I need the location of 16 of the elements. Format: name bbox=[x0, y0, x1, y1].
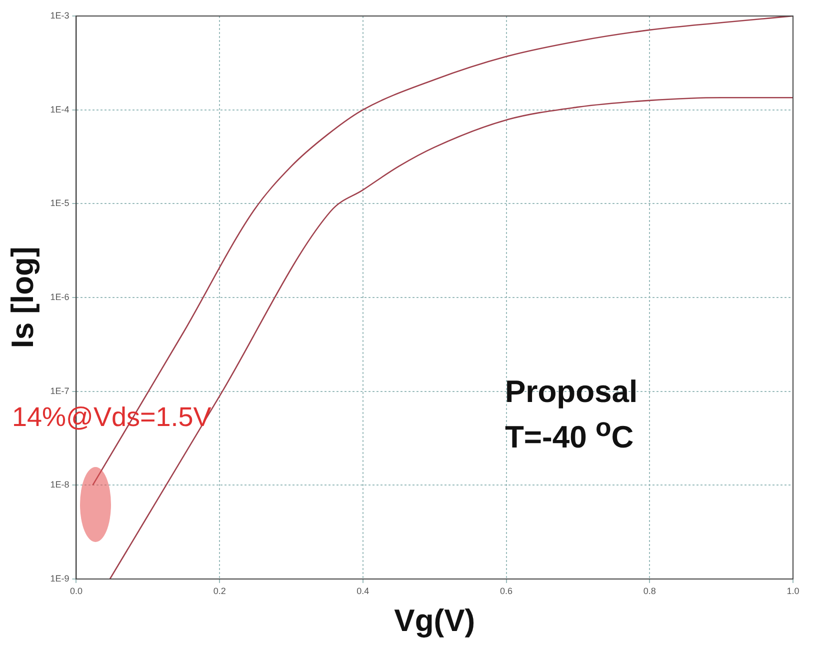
y-tick-label: 1E-4 bbox=[50, 104, 70, 114]
y-tick-label: 1E-3 bbox=[50, 10, 70, 20]
y-tick-label: 1E-5 bbox=[50, 198, 70, 208]
y-tick-label: 1E-9 bbox=[50, 573, 70, 584]
y-axis-title: Is [log] bbox=[5, 246, 40, 348]
annotation: Proposal T=-40 $^{o}$C bbox=[505, 373, 638, 457]
x-tick-label: 0.4 bbox=[356, 586, 370, 596]
x-tick-label: 1.0 bbox=[786, 586, 800, 596]
x-tick-label: 0.2 bbox=[213, 586, 226, 596]
y-tick-label: 1E-6 bbox=[50, 292, 70, 302]
x-axis-title: Vg(V) bbox=[394, 602, 476, 638]
x-tick-label: 0.6 bbox=[500, 586, 513, 596]
x-tick-label: 0.0 bbox=[70, 586, 82, 596]
x-tick-label: 0.8 bbox=[643, 586, 656, 596]
y-tick-label: 1E-7 bbox=[50, 386, 70, 396]
y-tick-label: 1E-8 bbox=[50, 480, 70, 490]
